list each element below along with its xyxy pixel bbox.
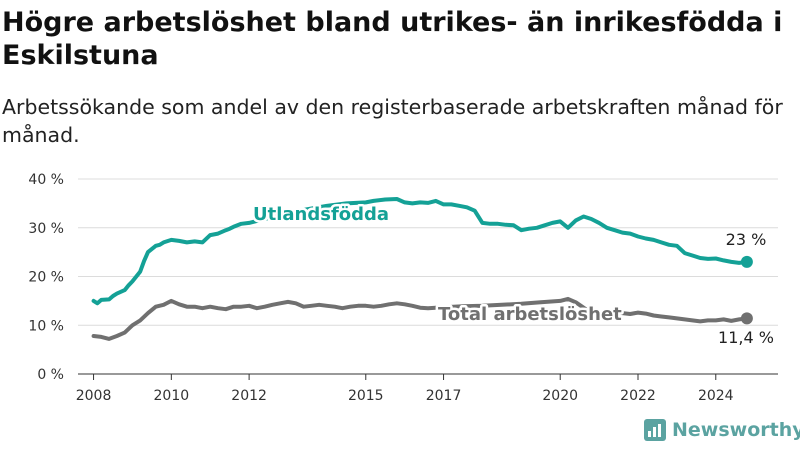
x-tick-label: 2015 — [348, 388, 384, 404]
gridlines — [78, 178, 778, 375]
total-end-value-label: 11,4 % — [718, 328, 774, 347]
y-tick-label: 30 % — [28, 221, 64, 237]
series-labels: Utlandsfödda Total arbetslöshet 23 % 11,4 % — [251, 202, 774, 348]
utlandsfodda-end-dot — [740, 255, 753, 268]
utlandsfodda-end-value-label: 23 % — [726, 230, 767, 249]
brand-name: Newsworthy — [672, 419, 800, 441]
x-axis-ticks: 2008 2010 2012 2015 2017 2020 2022 2024 — [76, 374, 734, 404]
y-axis-ticks: 0 % 10 % 20 % 30 % 40 % — [28, 172, 64, 383]
chart-title: Högre arbetslöshet bland utrikes- än inr… — [2, 7, 783, 71]
brand-logo: Newsworthy — [644, 419, 800, 441]
total-series-label: Total arbetslöshet — [438, 304, 622, 325]
series-lines — [91, 197, 753, 341]
chart-subtitle: Arbetssökande som andel av den registerb… — [2, 95, 783, 147]
total-arbetsloshet-line — [91, 296, 749, 341]
x-tick-label: 2012 — [231, 388, 267, 404]
total-arbetsloshet-end-dot — [740, 312, 753, 325]
utlandsfodda-line — [91, 197, 749, 306]
x-tick-label: 2024 — [698, 388, 734, 404]
x-tick-label: 2010 — [154, 388, 190, 404]
y-tick-label: 40 % — [28, 172, 64, 188]
utlandsfodda-series-label: Utlandsfödda — [253, 204, 389, 225]
x-tick-label: 2022 — [620, 388, 656, 404]
y-tick-label: 20 % — [28, 270, 64, 286]
x-tick-label: 2008 — [76, 388, 112, 404]
y-tick-label: 10 % — [28, 318, 64, 334]
y-tick-label: 0 % — [37, 367, 64, 383]
x-tick-label: 2020 — [542, 388, 578, 404]
bar-chart-icon — [644, 419, 666, 441]
x-tick-label: 2017 — [426, 388, 462, 404]
